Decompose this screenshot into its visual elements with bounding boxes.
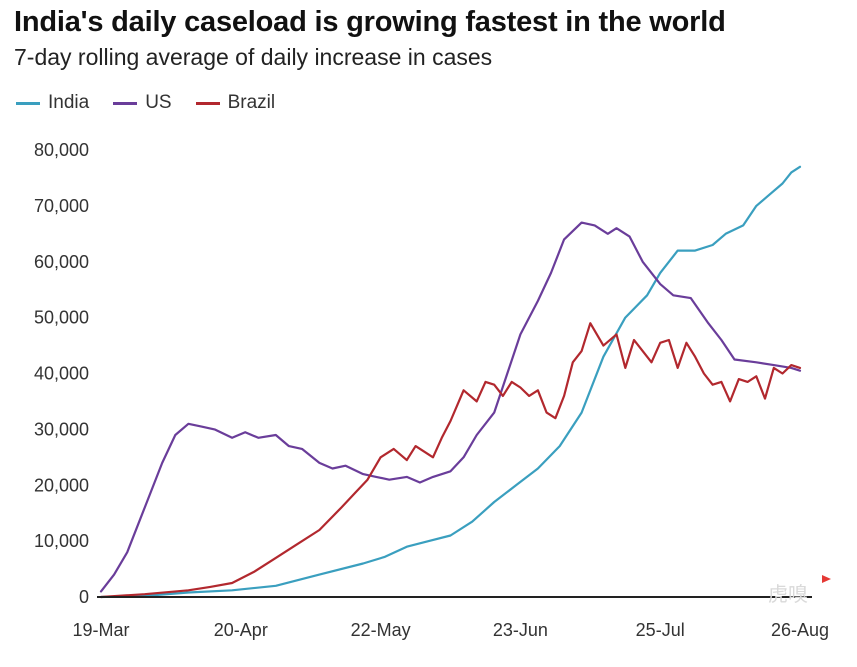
x-tick-label: 25-Jul [636,620,685,640]
legend-label-india: India [48,92,90,113]
series-line-brazil [99,322,802,599]
series-line-india [99,165,802,599]
y-tick-label: 60,000 [34,252,89,272]
legend-label-brazil: Brazil [227,92,276,113]
legend-item-us: US [113,92,172,114]
legend-swatch-india [16,101,40,105]
y-tick-label: 80,000 [34,140,89,160]
y-tick-label: 30,000 [34,419,89,439]
x-tick-label: 20-Apr [214,620,268,640]
legend-swatch-us [113,101,138,105]
y-tick-label: 0 [79,587,89,607]
chart-title: India's daily caseload is growing fastes… [14,6,726,38]
legend-item-brazil: Brazil [195,92,276,114]
series-line-us [99,221,802,593]
x-tick-label: 23-Jun [493,620,548,640]
x-tick-label: 19-Mar [72,620,129,640]
y-tick-label: 50,000 [34,308,89,328]
y-tick-label: 10,000 [34,531,89,551]
legend-label-us: US [145,92,172,113]
y-tick-label: 40,000 [34,364,89,384]
x-tick-label: 26-Aug [771,620,829,640]
chart-subtitle: 7-day rolling average of daily increase … [14,44,493,70]
watermark-logo: 虎嗅 [768,582,808,606]
y-tick-label: 70,000 [34,196,89,216]
legend-swatch-brazil [195,101,220,105]
x-tick-label: 22-May [351,620,411,640]
flag-icon [822,575,831,583]
legend-item-india: India [16,92,89,114]
chart-legend: India US Brazil [16,92,299,114]
y-tick-label: 20,000 [34,475,89,495]
